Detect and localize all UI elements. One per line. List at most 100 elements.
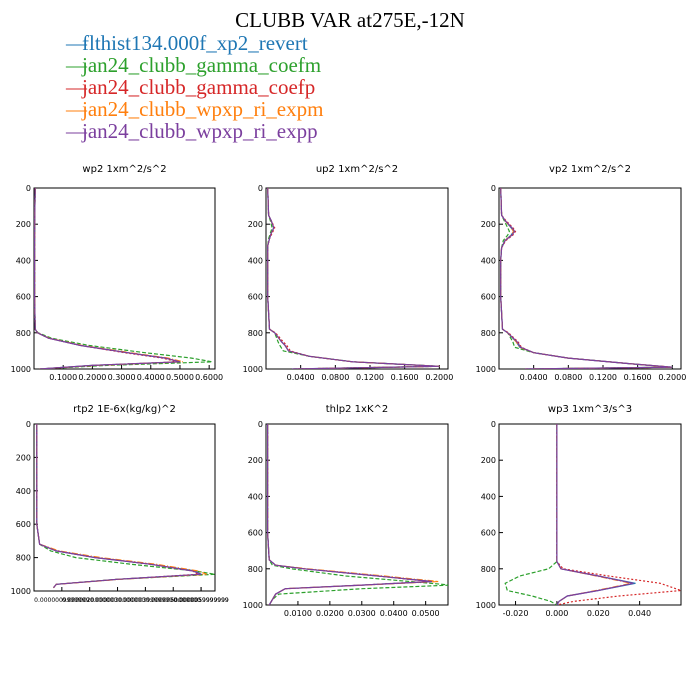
legend-swatch: — [66, 53, 87, 77]
panel-title: up2 1xm^2/s^2 [316, 164, 398, 175]
y-tick-label: 200 [16, 453, 31, 462]
legend-item: —jan24_clubb_gamma_coefp [66, 76, 323, 98]
legend-item: —jan24_clubb_wpxp_ri_expp [66, 120, 323, 142]
x-tick-label: -0.020 [503, 609, 529, 618]
y-tick-label: 600 [248, 293, 263, 302]
series-line [267, 188, 440, 369]
x-tick-label: 0.0400 [287, 373, 315, 382]
y-tick-label: 800 [16, 329, 31, 338]
y-tick-label: 200 [16, 220, 31, 229]
series-line [36, 424, 215, 589]
y-tick-label: 800 [16, 554, 31, 563]
y-tick-label: 400 [481, 492, 496, 501]
legend-label: jan24_clubb_gamma_coefm [82, 53, 322, 77]
x-tick-label: 0.0000039999999 [118, 597, 174, 604]
y-tick-label: 800 [248, 565, 263, 574]
series-line [500, 188, 673, 369]
plot-frame [265, 187, 449, 370]
y-tick-label: 0 [491, 420, 496, 429]
y-tick-label: 400 [16, 487, 31, 496]
x-tick-label: 0.0000059999999 [173, 597, 229, 604]
x-tick-label: 0.040 [628, 609, 651, 618]
legend-item: —jan24_clubb_gamma_coefm [66, 54, 323, 76]
y-tick-label: 0 [258, 184, 263, 193]
x-tick-label: 0.0000030000000 [90, 597, 146, 604]
series-line [34, 188, 181, 369]
x-tick-label: 0.3000 [108, 373, 136, 382]
y-tick-label: 400 [16, 256, 31, 265]
y-tick-label: 800 [481, 565, 496, 574]
x-tick-label: 0.1000 [49, 373, 77, 382]
series-line [34, 188, 178, 369]
panel-title: wp3 1xm^3/s^3 [548, 404, 632, 415]
y-tick-label: 1000 [243, 601, 263, 610]
x-tick-label: 0.1600 [624, 373, 652, 382]
series-line [36, 424, 202, 589]
y-tick-label: 400 [248, 492, 263, 501]
series-line [267, 188, 440, 369]
x-tick-label: 0.0100 [284, 609, 312, 618]
y-tick-label: 200 [248, 220, 263, 229]
series-line [500, 188, 673, 369]
panel-title: vp2 1xm^2/s^2 [549, 164, 631, 175]
plot-frame [33, 423, 216, 592]
x-tick-label: 0.0300 [348, 609, 376, 618]
x-tick-label: 0.0000059999999 [173, 597, 229, 604]
x-tick-label: 0.2000 [658, 373, 686, 382]
x-tick-label: 0.6000 [195, 373, 223, 382]
plot-frame [498, 423, 682, 606]
y-tick-label: 400 [248, 256, 263, 265]
plot-frame [33, 187, 216, 370]
series-line [267, 424, 439, 605]
x-tick-label: 0.1200 [356, 373, 384, 382]
plot-frame [265, 423, 449, 606]
x-tick-label: 0.0000050000000 [146, 597, 202, 604]
series-line [267, 424, 429, 605]
series-line [267, 424, 448, 605]
y-tick-label: 400 [481, 256, 496, 265]
series-line [500, 188, 673, 369]
x-tick-label: 0.0800 [321, 373, 349, 382]
y-tick-label: 1000 [11, 587, 31, 596]
legend-swatch: — [66, 97, 87, 121]
y-tick-label: 0 [26, 184, 31, 193]
series-line [500, 188, 673, 369]
series-line [34, 188, 213, 369]
x-tick-label: 0.000 [545, 609, 568, 618]
y-tick-label: 200 [481, 220, 496, 229]
x-tick-label: 0.1200 [589, 373, 617, 382]
x-tick-label: 0.0500 [412, 609, 440, 618]
series-line [556, 424, 634, 605]
y-tick-label: 200 [248, 456, 263, 465]
legend-label: jan24_clubb_wpxp_ri_expp [82, 119, 318, 143]
x-tick-label: 0.0800 [554, 373, 582, 382]
series-line [34, 188, 181, 369]
series-line [267, 188, 440, 369]
plot-frame [498, 187, 682, 370]
y-tick-label: 800 [481, 329, 496, 338]
y-tick-label: 0 [26, 420, 31, 429]
legend-item: —flthist134.000f_xp2_revert [66, 32, 323, 54]
x-tick-label: 0.020 [587, 609, 610, 618]
y-tick-label: 600 [481, 293, 496, 302]
y-tick-label: 1000 [243, 365, 263, 374]
y-tick-label: 0 [258, 420, 263, 429]
y-tick-label: 1000 [11, 365, 31, 374]
x-tick-label: 0.4000 [137, 373, 165, 382]
panel-title: thlp2 1xK^2 [326, 404, 389, 415]
figure-title: CLUBB VAR at275E,-12N [235, 8, 465, 32]
series-line [267, 424, 433, 605]
y-tick-label: 600 [481, 529, 496, 538]
series-line [267, 188, 440, 369]
series-line [34, 188, 184, 369]
y-tick-label: 600 [16, 293, 31, 302]
series-line [267, 188, 440, 369]
x-tick-label: 0.1600 [391, 373, 419, 382]
x-tick-label: 0.0400 [380, 609, 408, 618]
series-line [504, 424, 558, 605]
x-tick-label: 0.2000 [78, 373, 106, 382]
legend-swatch: — [66, 31, 87, 55]
legend: —flthist134.000f_xp2_revert —jan24_clubb… [66, 32, 323, 142]
